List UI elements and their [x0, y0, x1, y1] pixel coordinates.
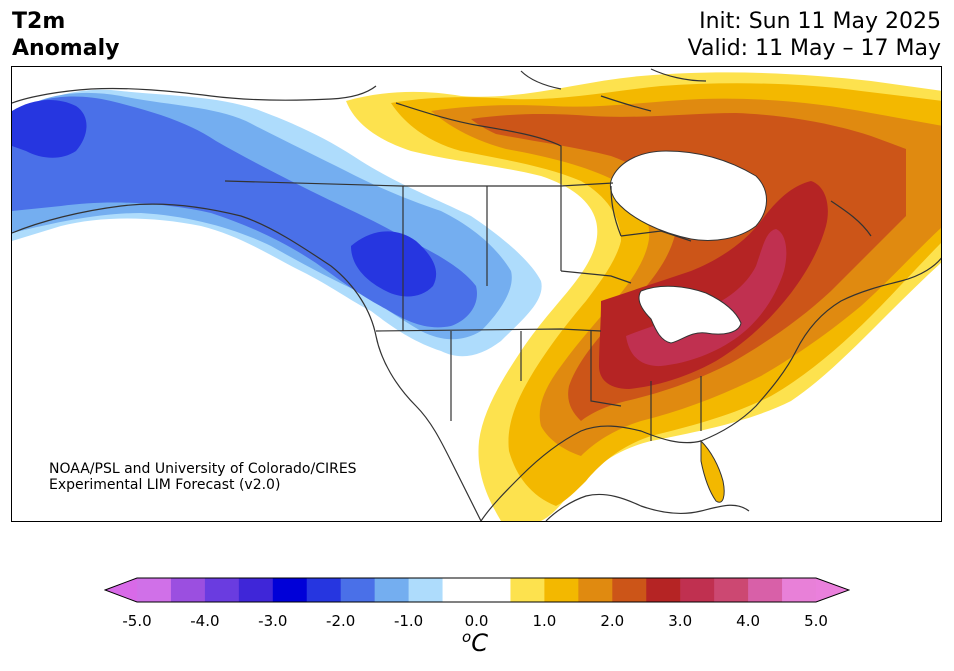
colorbar-min-arrow — [105, 578, 137, 602]
colorbar-bin — [170, 578, 206, 602]
unit-label: C — [471, 629, 488, 657]
great-lakes — [638, 285, 742, 344]
credit-text: NOAA/PSL and University of Colorado/CIRE… — [49, 461, 357, 493]
colorbar-outline — [104, 577, 850, 603]
colorbar-bin — [137, 578, 172, 602]
colorbar-bin — [238, 578, 274, 602]
cold-region-4 — [12, 99, 87, 158]
colorbar-bin — [748, 578, 783, 602]
colorbar-tick-label: 5.0 — [804, 612, 828, 630]
unit-prefix: o — [462, 628, 472, 646]
colorbar-tick-label: 2.0 — [600, 612, 625, 630]
title-line-2: Anomaly — [12, 36, 120, 61]
colorbar-tick-label: -2.0 — [326, 612, 356, 630]
colorbar-bin — [578, 578, 613, 602]
colorbar-bin — [340, 578, 376, 602]
colorbar-unit: oC — [462, 628, 488, 657]
colorbar-bin — [374, 578, 410, 602]
colorbar-bin — [544, 578, 579, 602]
mexico-coast — [545, 493, 750, 521]
colorbar-max-arrow — [816, 578, 849, 602]
credit-line-1: NOAA/PSL and University of Colorado/CIRE… — [49, 461, 357, 477]
hudson-bay — [609, 150, 767, 241]
colorbar-tick-label: 4.0 — [736, 612, 761, 630]
colorbar-bin — [680, 578, 715, 602]
colorbar-tick-label: -1.0 — [393, 612, 424, 630]
valid-range: Valid: 11 May – 17 May — [687, 36, 941, 61]
colorbar-bin — [476, 578, 511, 602]
colorbar-bin — [272, 578, 308, 602]
colorbar-tick-label: 0.0 — [464, 612, 489, 630]
map-canvas — [12, 67, 941, 521]
init-date: Init: Sun 11 May 2025 — [699, 9, 941, 34]
colorbar-tick-label: -3.0 — [258, 612, 288, 630]
colorbar-tick-label: -5.0 — [122, 612, 152, 630]
credit-line-2: Experimental LIM Forecast (v2.0) — [49, 477, 281, 493]
colorbar-bin — [442, 578, 477, 602]
colorbar-bin — [510, 578, 545, 602]
colorbar-bin — [646, 578, 681, 602]
florida — [700, 439, 725, 503]
colorbar-bin — [204, 578, 240, 602]
title-line-1: T2m — [12, 9, 66, 34]
colorbar-bin — [782, 578, 817, 602]
date-info: Init: Sun 11 May 2025 Valid: 11 May – 17… — [688, 8, 941, 62]
chart-title: T2m Anomaly — [12, 8, 119, 62]
colorbar-bin — [714, 578, 749, 602]
colorbar-tick-label: 3.0 — [668, 612, 693, 630]
colorbar-bin — [408, 578, 444, 602]
colorbar — [104, 577, 850, 603]
anomaly-map — [11, 66, 942, 522]
colorbar-bin — [612, 578, 647, 602]
colorbar-bin — [306, 578, 342, 602]
colorbar-tick-label: 1.0 — [532, 612, 557, 630]
cold-region-5 — [351, 231, 437, 297]
colorbar-tick-label: -4.0 — [190, 612, 220, 630]
